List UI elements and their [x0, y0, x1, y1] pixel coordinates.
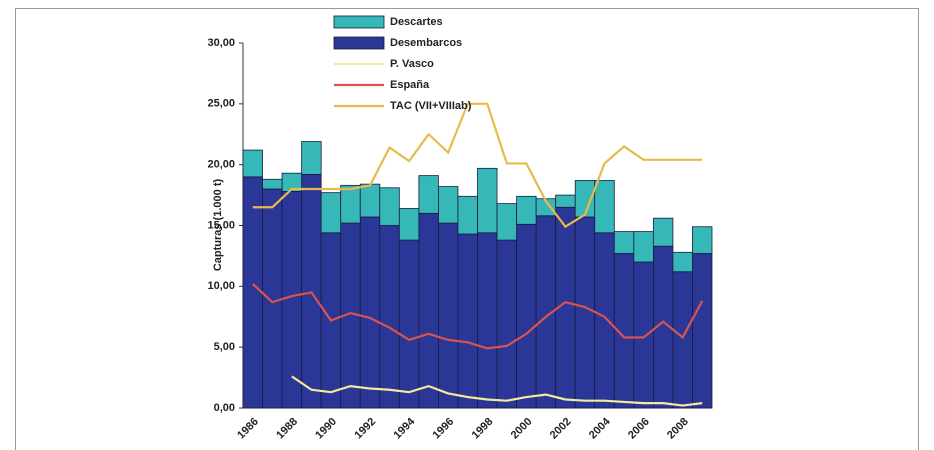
legend-label: España	[390, 79, 430, 91]
y-tick-label: 25,00	[207, 98, 235, 110]
bar	[633, 231, 654, 263]
bar	[262, 188, 283, 409]
bar	[281, 172, 303, 192]
x-tick-label: 2008	[665, 416, 691, 442]
legend-swatch	[333, 15, 385, 29]
x-tick-label: 1986	[235, 416, 261, 442]
bar	[496, 239, 517, 409]
x-tick-label: 1996	[431, 416, 457, 442]
bar	[418, 212, 439, 409]
y-axis-label: Capturas (1.000 t)	[212, 179, 224, 272]
bar	[242, 176, 263, 409]
x-tick-label: 1988	[274, 416, 300, 442]
bar	[320, 192, 342, 234]
legend-swatch	[333, 36, 385, 50]
line	[252, 283, 704, 350]
legend-label: P. Vasco	[390, 58, 434, 70]
bar	[418, 175, 439, 214]
bar	[613, 231, 635, 254]
y-tick-label: 10,00	[207, 280, 235, 292]
bar	[672, 271, 693, 409]
x-tick-label: 1990	[313, 416, 339, 442]
bar	[359, 216, 381, 409]
legend-label: TAC (VII+VIIIab)	[390, 100, 472, 112]
bar	[457, 195, 478, 235]
bar	[594, 180, 615, 234]
x-tick-label: 2000	[509, 416, 535, 442]
bar	[574, 216, 596, 409]
line	[252, 102, 703, 229]
x-tick-label: 2002	[548, 416, 574, 442]
bar	[692, 253, 713, 409]
bar	[438, 222, 459, 409]
bar	[555, 194, 576, 208]
y-tick-label: 20,00	[207, 159, 235, 171]
bar	[242, 149, 263, 178]
bar	[379, 225, 400, 409]
bar	[301, 141, 322, 175]
bar	[262, 178, 283, 190]
x-tick-label: 1998	[470, 416, 496, 442]
bar	[281, 191, 303, 409]
bar	[457, 233, 478, 409]
bar	[398, 208, 420, 241]
bar	[359, 183, 381, 218]
x-tick-label: 2006	[626, 416, 652, 442]
legend-label: Descartes	[390, 16, 443, 28]
bar	[477, 167, 498, 234]
y-tick-label: 0,00	[214, 402, 235, 414]
line	[291, 375, 703, 407]
x-tick-label: 1994	[391, 415, 417, 441]
bar	[477, 232, 498, 409]
bar	[301, 173, 322, 409]
bar	[516, 195, 537, 225]
bar	[672, 251, 693, 273]
x-tick-label: 1992	[352, 416, 378, 442]
bar	[496, 203, 517, 241]
bar	[692, 226, 713, 254]
bar	[652, 217, 674, 247]
y-tick-label: 5,00	[214, 341, 235, 353]
bar	[379, 187, 400, 226]
bar	[633, 261, 654, 409]
bar	[398, 239, 420, 409]
bar	[516, 223, 537, 409]
y-tick-label: 15,00	[207, 219, 235, 231]
bar	[594, 232, 615, 409]
y-tick-label: 30,00	[207, 37, 235, 49]
x-tick-label: 2004	[587, 415, 613, 441]
bar	[340, 184, 361, 224]
frame	[15, 8, 919, 450]
bar	[438, 186, 459, 224]
legend-label: Desembarcos	[390, 37, 462, 49]
